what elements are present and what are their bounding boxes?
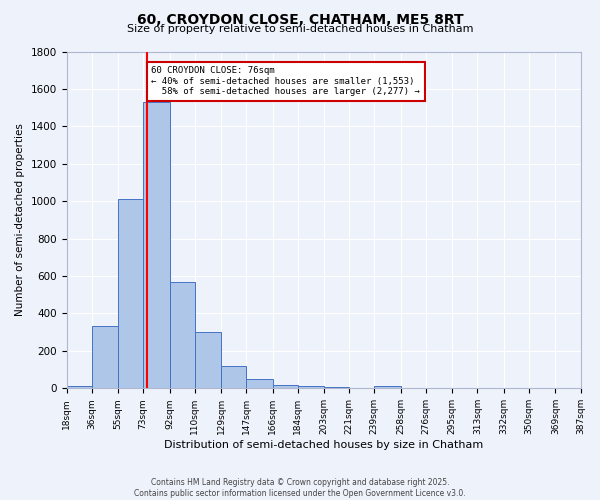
Text: Contains HM Land Registry data © Crown copyright and database right 2025.
Contai: Contains HM Land Registry data © Crown c… xyxy=(134,478,466,498)
Y-axis label: Number of semi-detached properties: Number of semi-detached properties xyxy=(15,124,25,316)
Bar xyxy=(272,384,298,388)
Bar xyxy=(298,386,324,388)
Bar xyxy=(170,282,194,389)
Bar xyxy=(194,332,221,388)
Bar xyxy=(143,102,170,389)
Text: Size of property relative to semi-detached houses in Chatham: Size of property relative to semi-detach… xyxy=(127,24,473,34)
X-axis label: Distribution of semi-detached houses by size in Chatham: Distribution of semi-detached houses by … xyxy=(164,440,483,450)
Text: 60, CROYDON CLOSE, CHATHAM, ME5 8RT: 60, CROYDON CLOSE, CHATHAM, ME5 8RT xyxy=(137,12,463,26)
Text: 60 CROYDON CLOSE: 76sqm
← 40% of semi-detached houses are smaller (1,553)
  58% : 60 CROYDON CLOSE: 76sqm ← 40% of semi-de… xyxy=(151,66,420,96)
Bar xyxy=(221,366,246,388)
Bar xyxy=(374,386,401,388)
Bar xyxy=(246,379,272,388)
Bar xyxy=(92,326,118,388)
Bar xyxy=(67,386,92,388)
Bar xyxy=(118,200,143,388)
